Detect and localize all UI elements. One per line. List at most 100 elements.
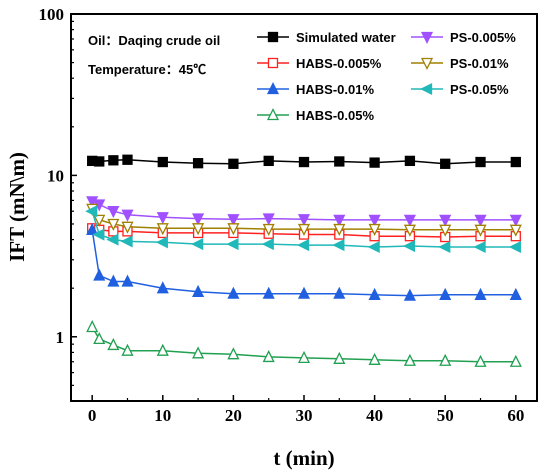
data-point — [228, 158, 239, 169]
data-point — [403, 353, 416, 366]
legend-label: HABS-0.05% — [296, 108, 374, 123]
data-point — [262, 349, 275, 363]
data-point — [262, 213, 275, 226]
series-5 — [86, 203, 522, 237]
legend-label: Simulated water — [296, 30, 396, 45]
data-point — [474, 354, 487, 367]
y-tick-label: 10 — [47, 166, 64, 185]
data-point — [333, 214, 346, 227]
legend-marker — [420, 82, 433, 96]
data-point — [191, 238, 204, 251]
legend-label: PS-0.005% — [450, 30, 516, 45]
x-tick-label: 40 — [366, 406, 383, 425]
series-0 — [87, 154, 521, 169]
data-point — [403, 214, 416, 227]
data-point — [474, 214, 487, 227]
legend-item: PS-0.01% — [411, 56, 509, 71]
data-point — [192, 346, 205, 359]
data-point — [333, 351, 346, 364]
data-point — [368, 352, 381, 365]
data-point — [156, 343, 169, 356]
data-point — [474, 287, 487, 300]
data-point — [156, 212, 169, 225]
data-point — [156, 281, 169, 294]
data-point — [297, 239, 310, 252]
x-tick-label: 20 — [225, 406, 242, 425]
data-point — [440, 158, 451, 169]
data-point — [93, 331, 106, 345]
legend-item: Simulated water — [257, 30, 396, 45]
legend-item: PS-0.005% — [411, 30, 516, 45]
data-point — [92, 228, 105, 241]
data-point — [85, 205, 98, 218]
data-point — [404, 155, 416, 167]
data-point — [121, 221, 134, 234]
legend-label: PS-0.01% — [450, 56, 509, 71]
y-axis-ticks: 1 10 100 — [39, 5, 77, 386]
data-point — [227, 347, 240, 360]
data-point — [192, 213, 205, 226]
data-point — [439, 353, 452, 366]
legend-marker — [266, 82, 280, 95]
data-point — [94, 156, 105, 167]
legend-marker — [267, 31, 279, 43]
x-tick-label: 30 — [296, 406, 313, 425]
data-point — [332, 239, 345, 252]
data-point — [509, 287, 522, 300]
legend-item: HABS-0.01% — [257, 82, 374, 97]
data-point — [261, 238, 274, 251]
data-point — [368, 223, 381, 237]
data-point — [262, 286, 275, 299]
legend-label: HABS-0.01% — [296, 82, 374, 97]
y-tick-label: 1 — [56, 328, 65, 347]
data-point — [107, 218, 120, 231]
series-layer — [85, 154, 522, 367]
data-point — [510, 156, 521, 168]
annotation-oil: Oil：Daqing crude oil — [88, 33, 220, 48]
data-point — [297, 350, 311, 364]
x-tick-label: 60 — [507, 406, 524, 425]
data-point — [473, 240, 486, 254]
series-2 — [86, 222, 522, 301]
data-point — [121, 343, 134, 356]
legend-marker — [267, 57, 279, 69]
data-point — [298, 156, 310, 168]
data-point — [403, 224, 416, 237]
series-3 — [86, 320, 522, 367]
data-point — [192, 223, 205, 236]
data-point — [227, 286, 240, 299]
data-point — [93, 214, 106, 227]
legend-label: PS-0.05% — [450, 82, 509, 97]
data-point — [509, 214, 522, 227]
data-point — [157, 156, 168, 168]
data-point — [403, 288, 416, 301]
data-point — [439, 287, 452, 300]
data-point — [297, 223, 311, 237]
data-point — [262, 223, 275, 237]
series-6 — [85, 205, 521, 254]
data-point — [333, 286, 346, 299]
legend-item: HABS-0.005% — [257, 56, 382, 71]
data-point — [122, 154, 133, 165]
data-point — [334, 156, 345, 167]
data-point — [93, 268, 106, 281]
data-point — [367, 240, 380, 254]
data-point — [369, 157, 380, 168]
data-point — [368, 214, 381, 227]
data-point — [86, 222, 99, 235]
data-point — [439, 214, 452, 227]
data-point — [297, 214, 311, 227]
legend-marker — [420, 57, 434, 70]
data-point — [86, 320, 99, 333]
data-point — [192, 284, 205, 297]
legend-item: HABS-0.05% — [257, 108, 374, 123]
x-tick-label: 0 — [88, 406, 97, 425]
data-point — [192, 158, 204, 169]
data-point — [106, 233, 119, 246]
data-point — [226, 238, 239, 251]
x-axis-title: t (min) — [273, 446, 334, 470]
data-point — [475, 156, 486, 168]
data-point — [120, 235, 133, 248]
series-4 — [86, 196, 522, 227]
data-point — [121, 274, 134, 287]
